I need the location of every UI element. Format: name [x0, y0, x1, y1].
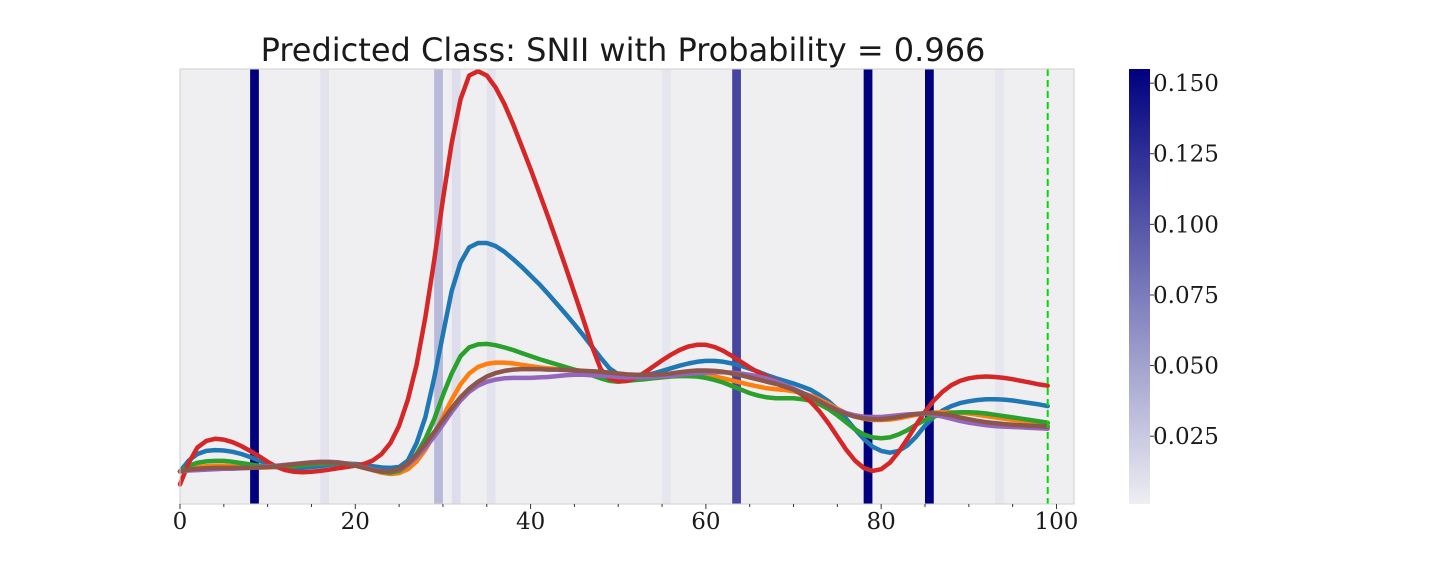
x-tick-label: 40: [516, 509, 545, 535]
attention-band-4: [486, 69, 496, 504]
attention-band-6: [732, 69, 741, 504]
attention-band-9: [995, 69, 1004, 504]
colorbar-tick-label: 0.125: [1153, 142, 1219, 168]
attention-band-0: [250, 69, 259, 504]
colorbar-tick-label: 0.025: [1153, 424, 1219, 450]
series-lines: [177, 68, 1050, 487]
attention-band-7: [863, 69, 873, 504]
x-tick-label: 100: [1035, 509, 1079, 535]
series-line-5: [177, 366, 1050, 474]
attention-band-8: [925, 69, 934, 504]
attention-band-1: [320, 69, 329, 504]
plot-frame: [179, 68, 1075, 505]
attention-bands: [250, 69, 1004, 504]
colorbar-tick-label: 0.100: [1153, 212, 1219, 238]
x-tick-label: 20: [341, 509, 370, 535]
colorbar-tick-label: 0.150: [1153, 71, 1219, 97]
x-tick-label: 60: [691, 509, 720, 535]
series-line-3: [177, 68, 1050, 487]
attention-band-2: [434, 69, 443, 504]
plot-background: [180, 69, 1074, 504]
attention-band-3: [451, 69, 461, 504]
colorbar: [1129, 69, 1150, 504]
x-axis-ticks: 0 20 40 60 80 100: [173, 504, 1079, 535]
x-tick-label: 0: [173, 509, 188, 535]
colorbar-tick-label: 0.050: [1153, 354, 1219, 380]
colorbar-tick-label: 0.075: [1153, 283, 1219, 309]
colorbar-ticks: 0.025 0.050 0.075 0.100 0.125 0.150: [1150, 71, 1219, 450]
x-tick-label: 80: [867, 509, 896, 535]
chart-title: Predicted Class: SNII with Probability =…: [261, 31, 986, 69]
attention-band-5: [662, 69, 671, 504]
